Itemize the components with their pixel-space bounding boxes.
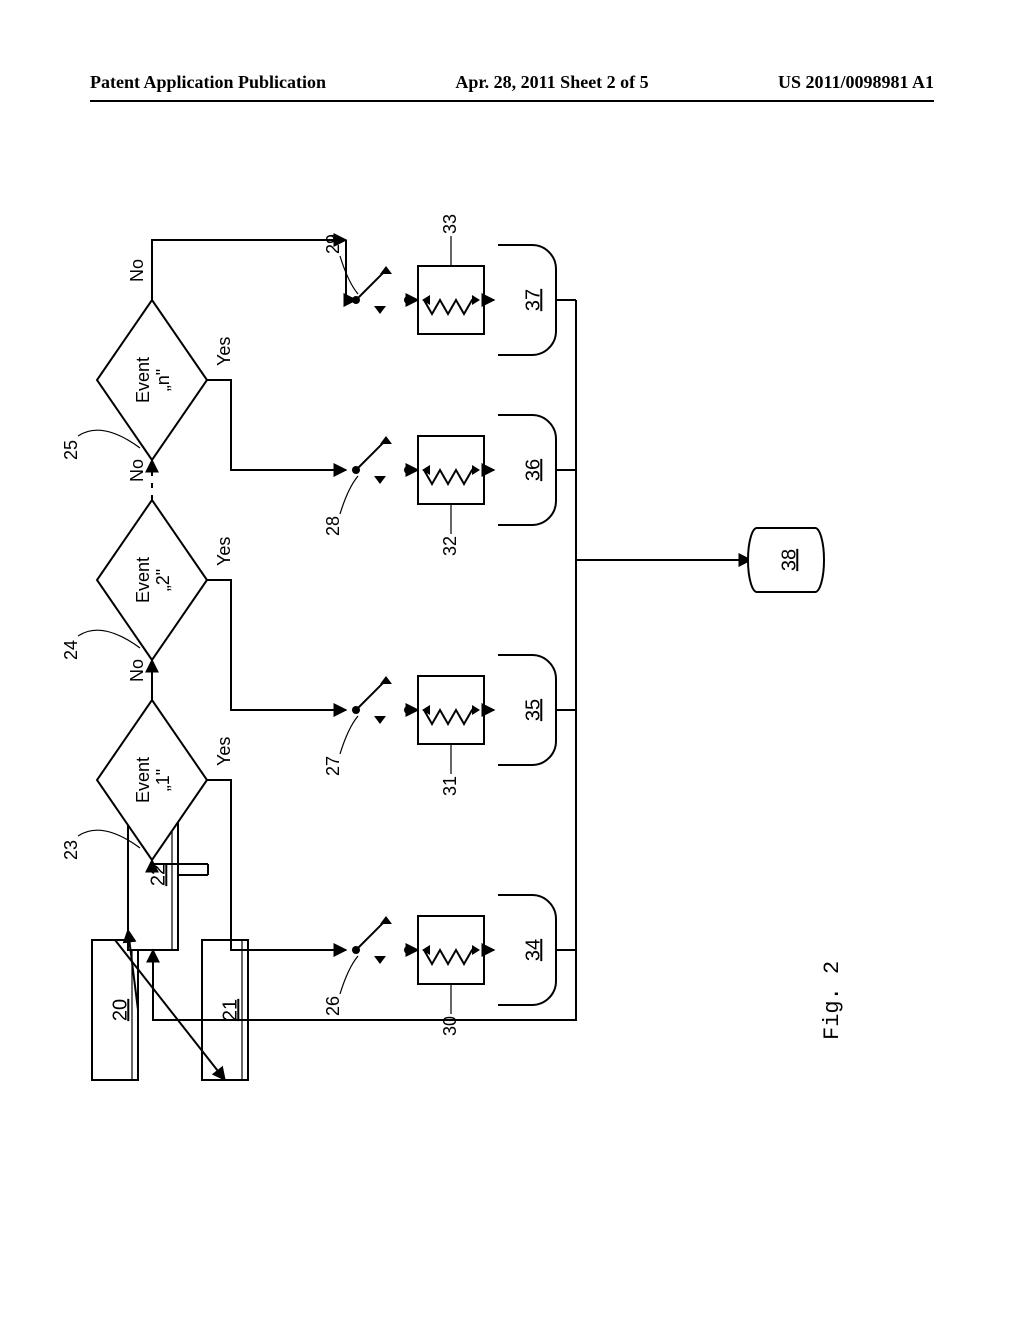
svg-text:Yes: Yes bbox=[214, 337, 234, 366]
svg-text:No: No bbox=[127, 659, 147, 682]
svg-text:22: 22 bbox=[147, 864, 169, 886]
svg-text:No: No bbox=[127, 259, 147, 282]
svg-text:33: 33 bbox=[440, 214, 460, 234]
svg-text:Yes: Yes bbox=[214, 737, 234, 766]
svg-text:Yes: Yes bbox=[214, 537, 234, 566]
svg-text:21: 21 bbox=[219, 999, 241, 1021]
svg-text:Event: Event bbox=[133, 757, 153, 803]
svg-text:Event: Event bbox=[133, 357, 153, 403]
header-right: US 2011/0098981 A1 bbox=[778, 72, 934, 93]
flowchart-figure: 202122Event„1"23YesNoEvent„2"24YesNoEven… bbox=[0, 160, 1024, 1240]
svg-text:23: 23 bbox=[61, 840, 81, 860]
svg-text:24: 24 bbox=[61, 640, 81, 660]
svg-text:35: 35 bbox=[522, 699, 544, 721]
svg-text:37: 37 bbox=[522, 289, 544, 311]
svg-text:29: 29 bbox=[323, 234, 343, 254]
svg-text:No: No bbox=[127, 459, 147, 482]
svg-text:30: 30 bbox=[440, 1016, 460, 1036]
svg-text:32: 32 bbox=[440, 536, 460, 556]
header-center: Apr. 28, 2011 Sheet 2 of 5 bbox=[455, 72, 648, 93]
header-left: Patent Application Publication bbox=[90, 72, 326, 93]
header-rule bbox=[90, 100, 934, 102]
svg-text:38: 38 bbox=[778, 549, 800, 571]
svg-text:Fig. 2: Fig. 2 bbox=[820, 961, 845, 1040]
svg-text:31: 31 bbox=[440, 776, 460, 796]
svg-text:25: 25 bbox=[61, 440, 81, 460]
svg-text:20: 20 bbox=[109, 999, 131, 1021]
svg-text:Event: Event bbox=[133, 557, 153, 603]
svg-text:34: 34 bbox=[522, 939, 544, 961]
svg-text:„n": „n" bbox=[153, 369, 173, 391]
svg-text:„1": „1" bbox=[153, 769, 173, 791]
svg-text:26: 26 bbox=[323, 996, 343, 1016]
svg-text:28: 28 bbox=[323, 516, 343, 536]
svg-text:„2": „2" bbox=[153, 569, 173, 591]
svg-text:27: 27 bbox=[323, 756, 343, 776]
svg-text:36: 36 bbox=[522, 459, 544, 481]
